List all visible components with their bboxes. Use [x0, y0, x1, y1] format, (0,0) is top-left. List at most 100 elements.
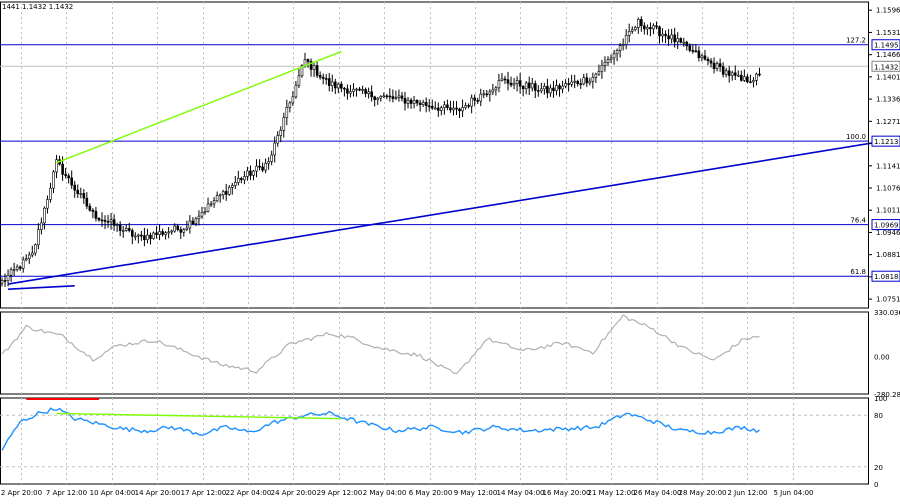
candle-body [440, 107, 443, 111]
candle [533, 80, 537, 99]
price-tag: 1.1495 [871, 39, 900, 51]
candle-body [297, 75, 301, 86]
candle [603, 56, 607, 72]
candle-body [476, 100, 480, 102]
candle [255, 159, 258, 178]
candle-body [352, 88, 355, 92]
candle [433, 101, 437, 110]
candle-body [521, 85, 525, 90]
candle-body [6, 274, 10, 281]
candle [415, 99, 419, 107]
candle [212, 197, 216, 208]
candle-body [452, 107, 455, 111]
price-tag-box [871, 270, 900, 282]
price-y-tick-label: 1.1336 [876, 96, 900, 104]
candle [97, 217, 101, 222]
price-y-tick-label: 1.1271 [876, 118, 900, 126]
x-tick-label: 28 May 20:00 [678, 489, 726, 497]
candle [685, 40, 689, 51]
candle [355, 87, 358, 97]
candle [194, 216, 198, 227]
candle-body [273, 142, 277, 156]
candle [115, 222, 119, 232]
candle-body [588, 80, 592, 84]
x-tick-label: 9 May 12:00 [454, 489, 498, 497]
candle-body [124, 228, 128, 231]
candle [333, 78, 337, 95]
candle [482, 89, 486, 99]
x-tick-label: 22 Apr 04:00 [226, 489, 272, 497]
candle [346, 84, 349, 100]
candle-body [109, 219, 113, 223]
candle [34, 243, 37, 256]
candle [164, 231, 167, 240]
price-y-tick-label: 1.1531 [876, 29, 900, 37]
candle-body [52, 171, 55, 189]
candle-body [321, 76, 325, 79]
candle-body [149, 234, 152, 239]
candle-body [382, 95, 386, 98]
candle-body [427, 105, 431, 108]
fib-level-label: 127.2 [846, 37, 866, 45]
candle [497, 73, 501, 93]
candle-body [406, 99, 410, 104]
candle-body [215, 195, 219, 202]
candle [473, 94, 476, 107]
candle [176, 223, 180, 232]
candle [615, 48, 619, 62]
price-tag: 1.0969 [871, 219, 900, 231]
candle [640, 16, 643, 32]
x-tick-label: 29 Apr 12:00 [317, 489, 363, 497]
candle-body [70, 177, 73, 186]
oscillator-y-tick-label: 0.00 [874, 353, 890, 361]
candle-body [758, 73, 761, 76]
x-tick-label: 17 Apr 12:00 [181, 489, 227, 497]
candle-body [636, 19, 640, 28]
price-tag-label: 1.1213 [874, 138, 899, 146]
x-tick-label: 26 May 04:00 [633, 489, 681, 497]
candle-body [573, 80, 576, 83]
x-tick-label: 2 Apr 20:00 [1, 489, 42, 497]
candle [682, 37, 686, 47]
candle-body [173, 225, 177, 232]
candle [170, 229, 173, 235]
candle [585, 73, 589, 87]
candle [515, 76, 519, 92]
candle-body [652, 25, 655, 30]
candle [379, 95, 383, 102]
candle [561, 80, 564, 94]
candle [382, 92, 386, 98]
candle [227, 185, 231, 196]
candle [27, 251, 31, 264]
candle [594, 72, 598, 84]
candle-body [412, 100, 416, 104]
candle [276, 131, 280, 147]
candle [18, 265, 22, 272]
candle [321, 73, 325, 85]
candle [643, 22, 646, 35]
candle [570, 74, 573, 88]
candle [209, 201, 213, 208]
candle [597, 64, 601, 76]
candle-body [279, 129, 283, 136]
candle-body [391, 96, 395, 99]
candle-body [21, 259, 25, 269]
candle-body [337, 83, 340, 89]
candle [688, 43, 692, 53]
candle [234, 175, 237, 189]
candle-body [743, 76, 746, 81]
candle [540, 82, 543, 94]
candle [100, 212, 104, 227]
candle [149, 232, 152, 245]
candle-body [609, 57, 613, 60]
candle [467, 103, 470, 109]
candle-body [246, 170, 249, 177]
candle-body [367, 91, 370, 94]
candle [373, 95, 376, 107]
candle-body [533, 83, 537, 91]
candle [15, 264, 19, 272]
candle [55, 154, 58, 179]
candle [52, 170, 55, 194]
candle-body [285, 107, 289, 118]
candle-body [703, 55, 707, 60]
